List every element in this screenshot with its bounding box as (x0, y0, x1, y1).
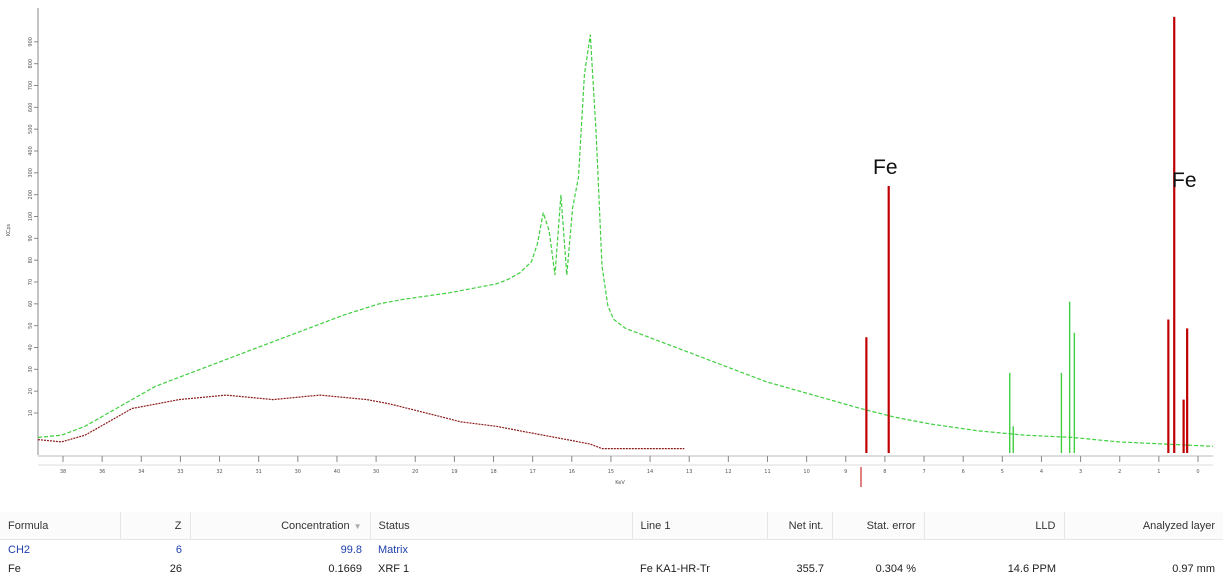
cell-analyzed-layer (1064, 540, 1223, 560)
cell-stat-error (832, 540, 924, 560)
spectrum-chart: 10 20 30 40 50 60 70 80 90 100 200 300 400 500 600 700 8… (6, 8, 1214, 487)
cell-formula: CH2 (8, 543, 31, 556)
x-tick-label: 11 (764, 469, 770, 475)
spectrum-plot: 1020304050607080901002003004005006007008… (6, 8, 1214, 487)
x-tick-label: 14 (647, 469, 653, 475)
spectrum-series-line (37, 34, 1214, 447)
x-tick-label: 30 (295, 469, 301, 475)
cell-lld: 14.6 PPM (1007, 562, 1056, 575)
x-tick-label: 15 (608, 469, 614, 475)
x-tick-label: 32 (216, 469, 222, 475)
table-row[interactable]: Fe 26 0.1669 XRF 1 Fe KA1-HR-Tr 355.7 0.… (0, 559, 1223, 578)
x-tick-label: 16 (569, 469, 575, 475)
x-tick-label: 12 (725, 469, 731, 475)
header-net-int[interactable]: Net int. (767, 512, 833, 540)
cell-net-int: 355.7 (796, 562, 824, 575)
x-tick-label: 0 (1196, 469, 1199, 475)
cell-z: 6 (175, 543, 182, 556)
x-tick-label: 2 (1118, 469, 1121, 475)
fe-annotation: Fe (873, 156, 898, 179)
y-tick-label: 20 (28, 388, 34, 394)
cell-lld (924, 540, 1064, 560)
table-row[interactable]: CH2 6 99.8 Matrix (0, 540, 1223, 560)
x-axis-label: KeV (615, 480, 625, 486)
y-tick-label: 100 (28, 212, 34, 222)
y-tick-label: 300 (28, 168, 34, 178)
x-tick-label: 36 (99, 469, 105, 475)
cell-z: 26 (169, 562, 182, 575)
cell-status: Matrix (378, 543, 408, 556)
y-tick-label: 200 (28, 190, 34, 200)
table-header-row: Formula Z Concentration ▼ Status Line 1 N… (0, 512, 1223, 540)
fe-annotation: Fe (1172, 169, 1197, 192)
cell-formula: Fe (8, 562, 21, 575)
x-tick-label: 1 (1157, 469, 1160, 475)
y-tick-label: 10 (28, 410, 34, 416)
header-z[interactable]: Z (120, 512, 191, 540)
header-concentration-label: Concentration (281, 519, 350, 532)
x-tick-label: 9 (844, 469, 847, 475)
x-tick-label: 8 (883, 469, 886, 475)
x-tick-label: 3 (1079, 469, 1082, 475)
x-tick-label: 31 (256, 469, 262, 475)
header-analyzed-layer[interactable]: Analyzed layer (1064, 512, 1223, 540)
x-tick-label: 5 (1001, 469, 1004, 475)
y-tick-label: 800 (28, 59, 34, 69)
cell-net-int (767, 540, 832, 560)
y-tick-label: 600 (28, 103, 34, 113)
spectrum-series-line (37, 394, 685, 450)
x-tick-label: 10 (803, 469, 809, 475)
x-tick-label: 4 (1040, 469, 1043, 475)
y-tick-label: 40 (28, 344, 34, 350)
x-tick-label: 30 (373, 469, 379, 475)
x-tick-label: 38 (60, 469, 66, 475)
y-tick-label: 70 (28, 279, 34, 285)
y-tick-label: 90 (28, 235, 34, 241)
y-tick-label: 60 (28, 301, 34, 307)
cell-concentration: 99.8 (340, 543, 362, 556)
cell-line1: Fe KA1-HR-Tr (640, 562, 710, 575)
header-concentration[interactable]: Concentration ▼ (190, 512, 371, 540)
cell-status: XRF 1 (378, 562, 410, 575)
y-axis-label: KCps (6, 223, 12, 236)
x-tick-label: 6 (962, 469, 965, 475)
cell-analyzed-layer: 0.97 mm (1172, 562, 1215, 575)
x-tick-label: 13 (686, 469, 692, 475)
x-tick-label: 17 (529, 469, 535, 475)
x-tick-label: 19 (451, 469, 457, 475)
y-tick-label: 400 (28, 146, 34, 156)
y-tick-label: 500 (28, 124, 34, 134)
x-tick-label: 20 (412, 469, 418, 475)
y-tick-label: 700 (28, 81, 34, 91)
x-tick-label: 7 (922, 469, 925, 475)
y-tick-label: 30 (28, 366, 34, 372)
y-tick-label: 900 (28, 37, 34, 47)
x-tick-label: 40 (334, 469, 340, 475)
cell-line1 (632, 540, 767, 560)
header-stat-error[interactable]: Stat. error (832, 512, 925, 540)
header-status[interactable]: Status (370, 512, 633, 540)
x-tick-label: 33 (177, 469, 183, 475)
x-tick-label: 18 (490, 469, 496, 475)
header-line1[interactable]: Line 1 (632, 512, 768, 540)
sort-down-icon: ▼ (353, 521, 362, 531)
y-tick-label: 80 (28, 257, 34, 263)
header-formula[interactable]: Formula (0, 512, 121, 540)
cell-stat-error: 0.304 % (875, 562, 916, 575)
cell-concentration: 0.1669 (328, 562, 362, 575)
header-lld[interactable]: LLD (924, 512, 1065, 540)
y-tick-label: 50 (28, 322, 34, 328)
x-tick-label: 34 (138, 469, 144, 475)
results-table: Formula Z Concentration ▼ Status Line 1 N… (0, 512, 1223, 578)
